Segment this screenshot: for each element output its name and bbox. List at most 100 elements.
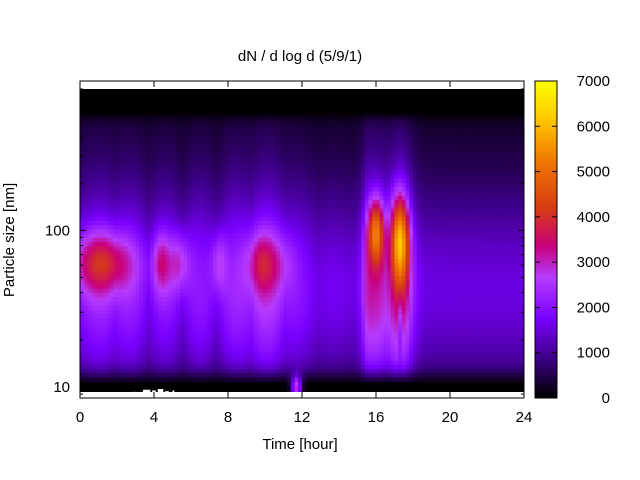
heatmap-cell <box>183 123 188 129</box>
heatmap-cell <box>298 334 303 340</box>
heatmap-cell <box>283 266 288 272</box>
heatmap-cell <box>194 372 199 378</box>
heatmap-cell <box>324 330 329 336</box>
heatmap-cell <box>191 330 196 336</box>
heatmap-cell <box>94 152 100 158</box>
heatmap-cell <box>205 292 211 298</box>
heatmap-cell <box>120 119 125 124</box>
heatmap-cell <box>172 309 177 315</box>
heatmap-cell <box>235 165 240 171</box>
heatmap-cell <box>131 372 137 378</box>
heatmap-cell <box>324 351 329 357</box>
heatmap-cell <box>191 355 196 361</box>
heatmap-cell <box>231 161 236 167</box>
heatmap-cell <box>298 300 303 306</box>
heatmap-cell <box>150 199 155 205</box>
heatmap-cell <box>179 97 185 103</box>
heatmap-cell <box>98 216 103 222</box>
heatmap-cell <box>139 89 144 95</box>
heatmap-cell <box>117 220 122 226</box>
heatmap-cell <box>198 338 203 344</box>
heatmap-cell <box>250 93 255 99</box>
heatmap-cell <box>154 355 159 361</box>
heatmap-cell <box>287 296 292 302</box>
heatmap-cell <box>305 165 310 171</box>
heatmap-cell <box>309 334 314 340</box>
heatmap-cell <box>205 313 211 319</box>
heatmap-cell <box>261 283 266 289</box>
heatmap-cell <box>161 266 166 272</box>
heatmap-cell <box>316 385 322 391</box>
heatmap-cell <box>176 144 181 150</box>
heatmap-cell <box>224 224 229 230</box>
heatmap-cell <box>320 313 325 319</box>
heatmap-cell <box>165 220 170 226</box>
heatmap-cell <box>176 89 181 91</box>
heatmap-cell <box>198 157 203 162</box>
heatmap-cell <box>290 368 296 374</box>
heatmap-cell <box>313 258 318 264</box>
heatmap-cell <box>253 123 259 129</box>
heatmap-cell <box>161 292 166 298</box>
heatmap-cell <box>235 114 240 120</box>
heatmap-cell <box>298 343 303 348</box>
heatmap-cell <box>257 359 262 365</box>
heatmap-cell <box>246 110 251 116</box>
heatmap-cell <box>191 241 196 247</box>
heatmap-cell <box>320 173 325 179</box>
heatmap-cell <box>131 262 137 268</box>
heatmap-cell <box>113 169 118 175</box>
heatmap-cell <box>80 199 85 205</box>
heatmap-cell <box>313 212 318 217</box>
heatmap-cell <box>135 262 140 268</box>
heatmap-cell <box>191 182 196 188</box>
heatmap-cell <box>216 169 222 175</box>
heatmap-cell <box>165 237 170 243</box>
heatmap-cell <box>124 182 129 188</box>
heatmap-cell <box>83 241 88 247</box>
heatmap-cell <box>265 106 270 112</box>
heatmap-cell <box>139 135 144 141</box>
heatmap-cell <box>305 152 310 158</box>
heatmap-cell <box>205 355 211 361</box>
heatmap-cell <box>228 110 233 116</box>
heatmap-cell <box>120 165 125 171</box>
heatmap-cell <box>239 254 244 260</box>
heatmap-cell <box>276 279 281 285</box>
heatmap-cell <box>294 186 299 192</box>
heatmap-cell <box>272 355 277 361</box>
heatmap-cell <box>279 199 285 205</box>
heatmap-cell <box>305 300 310 306</box>
heatmap-cell <box>313 123 318 129</box>
heatmap-cell <box>287 186 292 192</box>
heatmap-cell <box>91 220 96 226</box>
heatmap-cell <box>179 89 185 95</box>
heatmap-cell <box>165 106 170 112</box>
heatmap-cell <box>150 169 155 175</box>
heatmap-cell <box>176 233 181 238</box>
heatmap-cell <box>154 195 159 200</box>
heatmap-cell <box>150 338 155 344</box>
heatmap-cell <box>168 182 174 188</box>
heatmap-cell <box>213 241 218 247</box>
heatmap-cell <box>246 305 251 310</box>
heatmap-cell <box>83 114 88 120</box>
heatmap-cell <box>316 279 322 285</box>
heatmap-cell <box>128 207 133 213</box>
heatmap-cell <box>80 93 85 99</box>
heatmap-cell <box>257 178 262 184</box>
heatmap-cell <box>279 343 285 348</box>
heatmap-cell <box>257 368 262 374</box>
heatmap-cell <box>146 343 151 348</box>
heatmap-cell <box>268 212 273 217</box>
heatmap-cell <box>320 195 325 200</box>
heatmap-cell <box>228 317 233 323</box>
heatmap-cell <box>154 313 159 319</box>
heatmap-cell <box>172 207 177 213</box>
heatmap-cell <box>146 173 151 179</box>
heatmap-cell <box>113 381 118 386</box>
heatmap-cell <box>113 317 118 323</box>
heatmap-cell <box>191 203 196 209</box>
heatmap-cell <box>194 271 199 277</box>
heatmap-cell <box>83 326 88 331</box>
